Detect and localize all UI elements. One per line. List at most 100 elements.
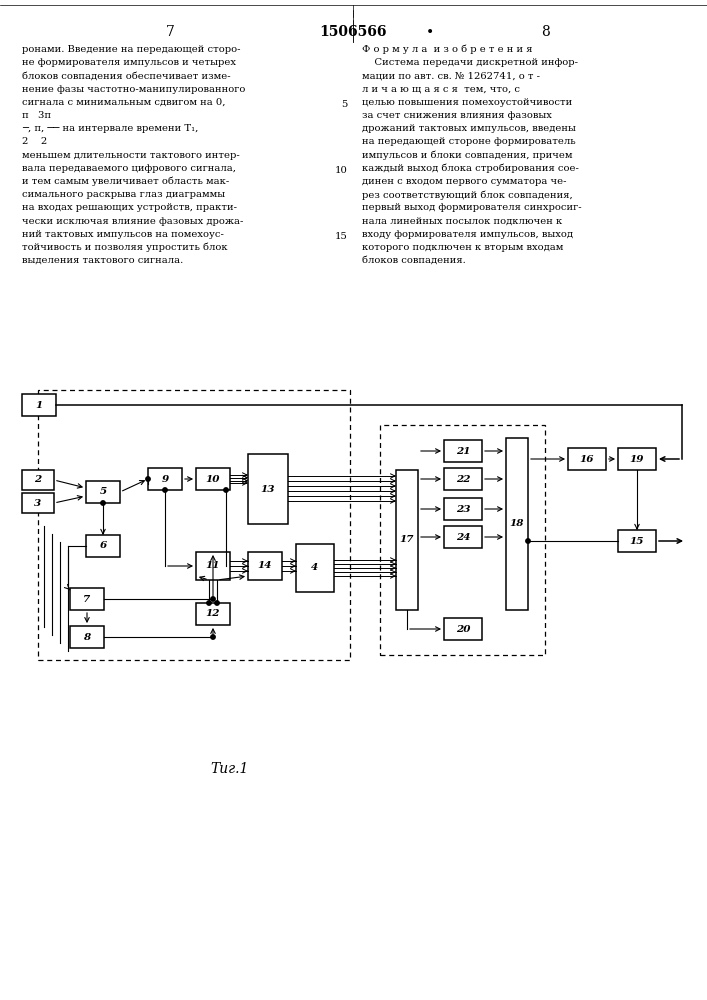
Bar	[568, 448, 606, 470]
Text: 12: 12	[206, 609, 221, 618]
Circle shape	[211, 635, 215, 639]
Bar	[444, 440, 482, 462]
Text: блоков совпадения.: блоков совпадения.	[362, 256, 466, 265]
Bar	[86, 535, 120, 557]
Text: тойчивость и позволяя упростить блок: тойчивость и позволяя упростить блок	[22, 243, 228, 252]
Text: выделения тактового сигнала.: выделения тактового сигнала.	[22, 256, 183, 265]
Text: симального раскрыва глаз диаграммы: симального раскрыва глаз диаграммы	[22, 190, 225, 199]
Text: 7: 7	[165, 25, 175, 39]
Text: 3: 3	[35, 498, 42, 508]
Text: 1506566: 1506566	[320, 25, 387, 39]
Text: 15: 15	[630, 536, 644, 546]
Text: дрожаний тактовых импульсов, введены: дрожаний тактовых импульсов, введены	[362, 124, 576, 133]
Text: которого подключен к вторым входам: которого подключен к вторым входам	[362, 243, 563, 252]
Text: 1: 1	[35, 400, 42, 410]
Text: Τиг.1: Τиг.1	[211, 762, 249, 776]
Text: мации по авт. св. № 1262741, о т -: мации по авт. св. № 1262741, о т -	[362, 71, 540, 80]
Text: сигнала с минимальным сдвигом на 0,: сигнала с минимальным сдвигом на 0,	[22, 98, 226, 107]
Text: 6: 6	[100, 542, 107, 550]
Text: 4: 4	[311, 564, 319, 572]
Text: и тем самым увеличивает область мак-: и тем самым увеличивает область мак-	[22, 177, 229, 186]
Text: 8: 8	[83, 633, 90, 642]
Text: вала передаваемого цифрового сигнала,: вала передаваемого цифрового сигнала,	[22, 164, 236, 173]
Bar	[86, 481, 120, 503]
Bar	[444, 526, 482, 548]
Text: ─, π, ── на интервале времени T₁,: ─, π, ── на интервале времени T₁,	[22, 124, 199, 133]
Circle shape	[224, 488, 228, 492]
Circle shape	[101, 501, 105, 505]
Text: нение фазы частотно-манипулированного: нение фазы частотно-манипулированного	[22, 85, 245, 94]
Text: 24: 24	[456, 532, 470, 542]
Text: рез соответствующий блок совпадения,: рез соответствующий блок совпадения,	[362, 190, 573, 200]
Text: ронами. Введение на передающей сторо-: ронами. Введение на передающей сторо-	[22, 45, 240, 54]
Text: импульсов и блоки совпадения, причем: импульсов и блоки совпадения, причем	[362, 151, 573, 160]
Text: 17: 17	[399, 536, 414, 544]
Circle shape	[163, 488, 167, 492]
Bar	[148, 468, 182, 490]
Bar	[296, 544, 334, 592]
Bar	[380, 425, 545, 655]
Text: блоков совпадения обеспечивает изме-: блоков совпадения обеспечивает изме-	[22, 71, 230, 80]
Text: 14: 14	[258, 562, 272, 570]
Text: каждый выход блока стробирования сое-: каждый выход блока стробирования сое-	[362, 164, 579, 173]
Bar	[196, 552, 230, 580]
Text: 19: 19	[630, 454, 644, 464]
Text: 2    2: 2 2	[22, 137, 47, 146]
Text: 18: 18	[510, 520, 525, 528]
Bar	[618, 448, 656, 470]
Text: 11: 11	[206, 562, 221, 570]
Text: л и ч а ю щ а я с я  тем, что, с: л и ч а ю щ а я с я тем, что, с	[362, 85, 520, 94]
Bar	[506, 438, 528, 610]
Text: 21: 21	[456, 446, 470, 456]
Bar	[248, 552, 282, 580]
Text: 23: 23	[456, 504, 470, 514]
Circle shape	[146, 477, 150, 481]
Text: не формирователя импульсов и четырех: не формирователя импульсов и четырех	[22, 58, 236, 67]
Text: целью повышения помехоустойчивости: целью повышения помехоустойчивости	[362, 98, 572, 107]
Circle shape	[207, 601, 211, 605]
Bar	[70, 626, 104, 648]
Text: 10: 10	[335, 166, 348, 175]
Text: на входах решающих устройств, практи-: на входах решающих устройств, практи-	[22, 203, 237, 212]
Bar	[196, 603, 230, 625]
Bar	[22, 394, 56, 416]
Bar	[444, 618, 482, 640]
Text: 10: 10	[206, 475, 221, 484]
Text: 9: 9	[161, 475, 169, 484]
Bar	[38, 390, 350, 660]
Text: ний тактовых импульсов на помехоус-: ний тактовых импульсов на помехоус-	[22, 230, 224, 239]
Bar	[396, 470, 418, 610]
Text: чески исключая влияние фазовых дрожа-: чески исключая влияние фазовых дрожа-	[22, 217, 243, 226]
Text: меньшем длительности тактового интер-: меньшем длительности тактового интер-	[22, 151, 240, 160]
Text: 2: 2	[35, 476, 42, 485]
Text: 13: 13	[261, 485, 275, 493]
Text: за счет снижения влияния фазовых: за счет снижения влияния фазовых	[362, 111, 552, 120]
Text: Система передачи дискретной инфор-: Система передачи дискретной инфор-	[362, 58, 578, 67]
Bar	[70, 588, 104, 610]
Text: Ф о р м у л а  и з о б р е т е н и я: Ф о р м у л а и з о б р е т е н и я	[362, 45, 532, 54]
Bar	[444, 468, 482, 490]
Bar	[196, 468, 230, 490]
Text: на передающей стороне формирователь: на передающей стороне формирователь	[362, 137, 575, 146]
Text: 16: 16	[580, 454, 595, 464]
Text: 8: 8	[541, 25, 549, 39]
Bar	[618, 530, 656, 552]
Text: 22: 22	[456, 475, 470, 484]
Text: 15: 15	[335, 232, 348, 241]
Text: •: •	[426, 25, 434, 39]
Circle shape	[215, 601, 219, 605]
Text: входу формирователя импульсов, выход: входу формирователя импульсов, выход	[362, 230, 573, 239]
Text: π   3π: π 3π	[22, 111, 51, 120]
Circle shape	[526, 539, 530, 543]
Text: 5: 5	[100, 488, 107, 496]
Bar	[22, 470, 54, 490]
Text: 7: 7	[83, 594, 90, 603]
Bar	[444, 498, 482, 520]
Bar	[248, 454, 288, 524]
Text: динен с входом первого сумматора че-: динен с входом первого сумматора че-	[362, 177, 566, 186]
Text: первый выход формирователя синхросиг-: первый выход формирователя синхросиг-	[362, 203, 582, 212]
Text: 20: 20	[456, 624, 470, 634]
Text: нала линейных посылок подключен к: нала линейных посылок подключен к	[362, 217, 562, 226]
Bar	[22, 493, 54, 513]
Text: 5: 5	[341, 100, 348, 109]
